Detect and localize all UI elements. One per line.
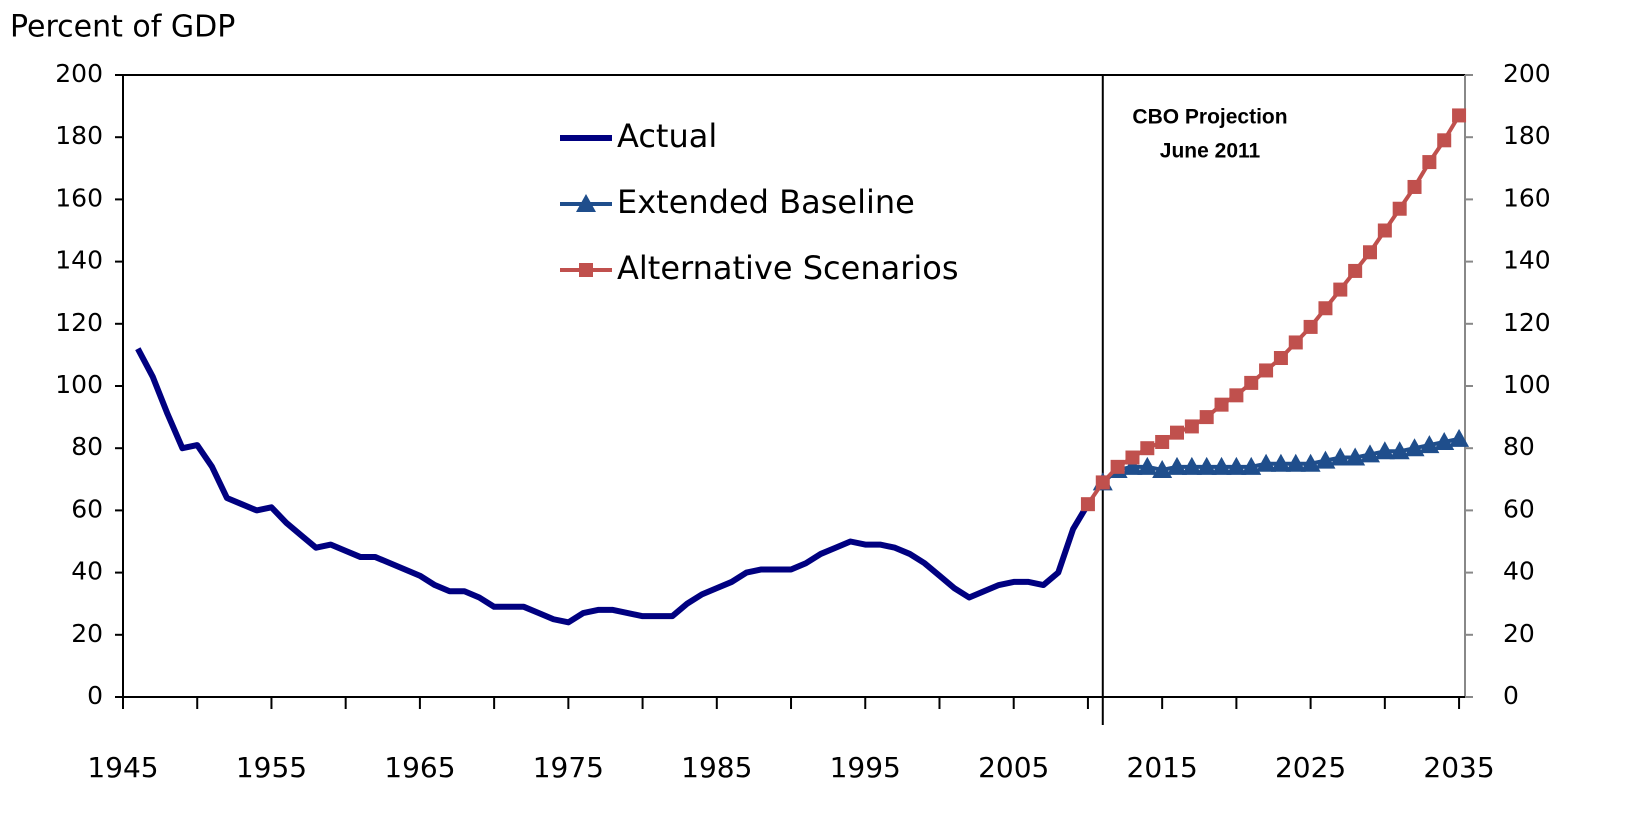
marker bbox=[1348, 263, 1363, 278]
marker bbox=[1259, 363, 1274, 378]
marker bbox=[1214, 397, 1229, 412]
y-tick-label: 200 bbox=[55, 59, 103, 88]
marker bbox=[1333, 282, 1348, 297]
marker bbox=[1229, 388, 1244, 403]
marker bbox=[576, 194, 596, 212]
y2-tick-label: 80 bbox=[1503, 432, 1535, 461]
y2-tick-label: 60 bbox=[1503, 494, 1535, 523]
marker bbox=[1270, 453, 1291, 472]
y2-tick-label: 200 bbox=[1503, 59, 1551, 88]
marker bbox=[1303, 319, 1318, 334]
y2-tick-label: 0 bbox=[1503, 681, 1519, 710]
marker bbox=[1095, 475, 1110, 490]
series-line bbox=[135, 347, 1091, 626]
marker bbox=[1422, 155, 1437, 170]
x-tick-label: 2025 bbox=[1275, 751, 1346, 784]
marker bbox=[1170, 425, 1185, 440]
y2-tick-label: 140 bbox=[1503, 246, 1551, 275]
y2-tick-label: 160 bbox=[1503, 183, 1551, 212]
annotation: CBO Projection bbox=[1132, 106, 1287, 129]
marker bbox=[1389, 441, 1410, 460]
marker bbox=[1110, 459, 1125, 474]
marker bbox=[1300, 453, 1321, 472]
annotation: June 2011 bbox=[1160, 140, 1261, 163]
marker bbox=[1196, 456, 1217, 475]
x-tick-label: 1985 bbox=[681, 751, 752, 784]
marker bbox=[1125, 450, 1140, 465]
marker bbox=[1199, 410, 1214, 425]
y-tick-label: 140 bbox=[55, 246, 103, 275]
y-tick-label: 120 bbox=[55, 308, 103, 337]
marker bbox=[1181, 456, 1202, 475]
marker bbox=[1184, 419, 1199, 434]
y2-tick-label: 180 bbox=[1503, 121, 1551, 150]
marker bbox=[1080, 497, 1095, 512]
legend-label: Actual bbox=[617, 117, 717, 155]
y-tick-label: 100 bbox=[55, 370, 103, 399]
legend-label: Alternative Scenarios bbox=[617, 249, 959, 287]
y-tick-label: 60 bbox=[71, 494, 103, 523]
x-tick-label: 1965 bbox=[384, 751, 455, 784]
marker bbox=[1392, 201, 1407, 216]
marker bbox=[1362, 245, 1377, 260]
marker bbox=[1244, 375, 1259, 390]
marker bbox=[1140, 441, 1155, 456]
marker bbox=[1285, 453, 1306, 472]
marker bbox=[1256, 453, 1277, 472]
y-axis-title: Percent of GDP bbox=[10, 10, 235, 45]
y-tick-label: 160 bbox=[55, 183, 103, 212]
y-tick-label: 40 bbox=[71, 557, 103, 586]
marker bbox=[1452, 108, 1467, 123]
marker bbox=[1330, 447, 1351, 466]
x-tick-label: 1945 bbox=[87, 751, 158, 784]
y2-tick-label: 120 bbox=[1503, 308, 1551, 337]
x-tick-label: 2015 bbox=[1127, 751, 1198, 784]
y2-tick-label: 100 bbox=[1503, 370, 1551, 399]
marker bbox=[1273, 351, 1288, 366]
marker bbox=[1167, 456, 1188, 475]
marker bbox=[1122, 456, 1143, 475]
marker bbox=[1241, 456, 1262, 475]
marker bbox=[579, 263, 593, 277]
y-tick-label: 180 bbox=[55, 121, 103, 150]
marker bbox=[1288, 335, 1303, 350]
x-tick-label: 1995 bbox=[830, 751, 901, 784]
marker bbox=[1318, 301, 1333, 316]
marker bbox=[1434, 431, 1455, 450]
marker bbox=[1359, 444, 1380, 463]
marker bbox=[1226, 456, 1247, 475]
y-tick-label: 0 bbox=[87, 681, 103, 710]
marker bbox=[1137, 456, 1158, 475]
x-tick-label: 1975 bbox=[533, 751, 604, 784]
legend-label: Extended Baseline bbox=[617, 183, 915, 221]
x-tick-label: 1955 bbox=[236, 751, 307, 784]
y-tick-label: 20 bbox=[71, 619, 103, 648]
x-tick-label: 2005 bbox=[978, 751, 1049, 784]
marker bbox=[1419, 435, 1440, 454]
marker bbox=[1449, 428, 1470, 447]
x-tick-label: 2035 bbox=[1423, 751, 1494, 784]
marker bbox=[1345, 447, 1366, 466]
marker bbox=[1437, 133, 1452, 148]
marker bbox=[1155, 434, 1170, 449]
marker bbox=[1374, 441, 1395, 460]
y2-tick-label: 40 bbox=[1503, 557, 1535, 586]
marker bbox=[1315, 450, 1336, 469]
y-tick-label: 80 bbox=[71, 432, 103, 461]
y2-tick-label: 20 bbox=[1503, 619, 1535, 648]
marker bbox=[1407, 179, 1422, 194]
marker bbox=[1404, 438, 1425, 457]
marker bbox=[1152, 459, 1173, 478]
marker bbox=[1211, 456, 1232, 475]
marker bbox=[1377, 223, 1392, 238]
